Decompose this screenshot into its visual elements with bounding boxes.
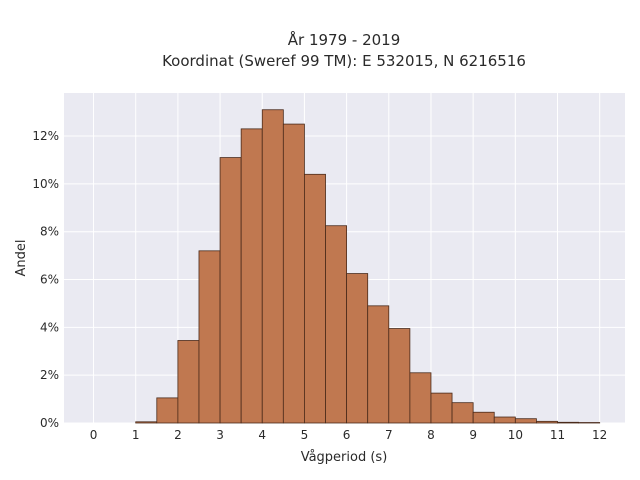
- histogram-bar: [304, 173, 326, 424]
- histogram-bar: [409, 372, 432, 424]
- histogram-bar: [493, 416, 516, 424]
- x-tick-label: 0: [90, 428, 98, 442]
- histogram-bar: [388, 328, 411, 424]
- y-axis-label: Andel: [14, 240, 29, 277]
- histogram-bar: [430, 392, 453, 424]
- bars: [135, 109, 601, 424]
- histogram-bar: [325, 225, 348, 424]
- x-tick-label: 5: [301, 428, 309, 442]
- x-tick-label: 1: [132, 428, 140, 442]
- histogram-bar: [557, 421, 580, 424]
- y-tick-label: 0%: [40, 416, 59, 430]
- y-axis-ticks: 0% 2% 4% 6% 8% 10% 12%: [32, 129, 59, 430]
- histogram-bar: [135, 421, 158, 424]
- histogram-bar: [536, 420, 558, 424]
- histogram-bar: [198, 250, 221, 424]
- y-tick-label: 4%: [40, 320, 59, 334]
- y-tick-label: 6%: [40, 273, 59, 287]
- y-tick-label: 12%: [32, 129, 59, 143]
- x-tick-label: 2: [174, 428, 182, 442]
- x-tick-label: 12: [592, 428, 607, 442]
- histogram-bar: [367, 305, 390, 424]
- x-axis-label: Vågperiod (s): [301, 450, 388, 465]
- x-tick-label: 8: [427, 428, 435, 442]
- histogram-bar: [156, 397, 179, 424]
- y-tick-label: 10%: [32, 177, 59, 191]
- x-tick-label: 3: [216, 428, 224, 442]
- histogram-bar: [240, 128, 263, 424]
- histogram-bar: [472, 411, 495, 424]
- histogram-bar: [261, 109, 284, 424]
- histogram-bar: [346, 273, 369, 424]
- histogram-bar: [177, 340, 200, 424]
- y-tick-label: 8%: [40, 225, 59, 239]
- x-tick-label: 6: [343, 428, 351, 442]
- histogram-bar: [451, 402, 474, 424]
- histogram-bar: [282, 123, 305, 424]
- x-axis-ticks: 0 1 2 3 4 5 6 7 8 9 10 11 12: [90, 428, 608, 442]
- x-tick-label: 10: [508, 428, 523, 442]
- histogram-bar: [219, 157, 242, 424]
- chart-subtitle: Koordinat (Sweref 99 TM): E 532015, N 62…: [162, 52, 526, 70]
- x-tick-label: 4: [258, 428, 266, 442]
- chart-title: År 1979 - 2019: [288, 30, 401, 49]
- y-tick-label: 2%: [40, 368, 59, 382]
- x-tick-label: 7: [385, 428, 393, 442]
- x-tick-label: 9: [469, 428, 477, 442]
- histogram-bar: [514, 418, 537, 424]
- x-tick-label: 11: [550, 428, 565, 442]
